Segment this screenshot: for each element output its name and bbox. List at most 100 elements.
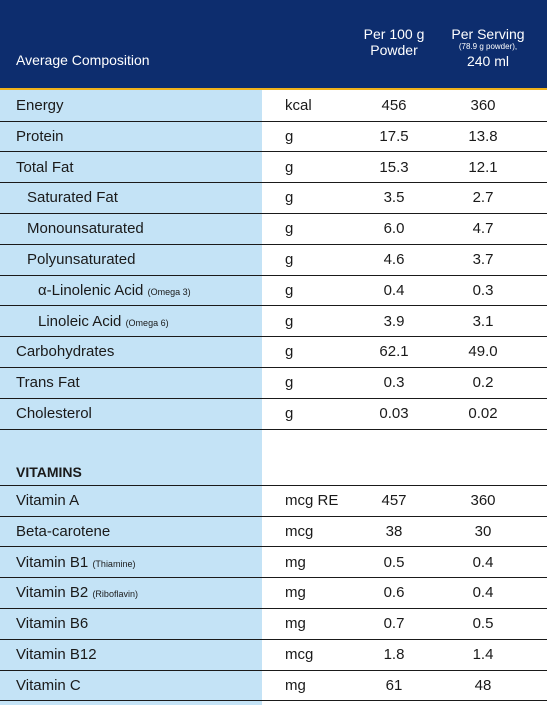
- row-unit: g: [285, 374, 294, 392]
- row-name-main: Cholesterol: [16, 405, 92, 422]
- row-name-main: Monounsaturated: [27, 220, 144, 238]
- vitamins-divider: [0, 485, 547, 486]
- row-value-per-serving: 48: [474, 676, 492, 694]
- row-name: Linoleic Acid (Omega 6): [38, 313, 169, 330]
- row-value-per-100g: 0.7: [383, 615, 405, 633]
- row-name-main: Vitamin C: [16, 676, 81, 694]
- row-name: Vitamin B1 (Thiamine): [16, 554, 135, 571]
- row-name-main: Carbohydrates: [16, 343, 115, 361]
- row-value-per-serving: 0.5: [472, 615, 494, 633]
- row-name-sub: (Thiamine): [92, 558, 136, 569]
- table-row: Saturated Fat g 3.5 2.7: [0, 183, 547, 214]
- table-row: Protein g 17.5 13.8: [0, 122, 547, 153]
- row-unit: g: [285, 158, 294, 176]
- row-name: Energy: [16, 97, 64, 114]
- row-value-per-100g: 15.3: [379, 158, 409, 176]
- table-row: Polyunsaturated g 4.6 3.7: [0, 245, 547, 276]
- row-name: Vitamin B12: [16, 646, 97, 663]
- table-header: Average Composition Per 100 g Powder Per…: [0, 0, 547, 90]
- row-value-per-100g: 0.3: [383, 374, 405, 392]
- row-name: Trans Fat: [16, 374, 80, 391]
- row-name-sub: (Riboflavin): [92, 589, 138, 600]
- row-name-main: Beta-carotene: [16, 522, 111, 540]
- header-col1-line1: Per 100 g: [363, 26, 425, 42]
- row-name-main: α-Linolenic Acid: [38, 281, 148, 299]
- table-row: Monounsaturated g 6.0 4.7: [0, 214, 547, 245]
- row-name: Vitamin B6: [16, 615, 88, 632]
- row-unit: g: [285, 281, 294, 299]
- row-value-per-100g: 0.5: [383, 553, 405, 571]
- row-unit: g: [285, 312, 294, 330]
- row-name: Saturated Fat: [27, 189, 118, 206]
- header-col2-line1: Per Serving: [451, 26, 525, 42]
- row-name: Polyunsaturated: [27, 251, 135, 268]
- row-name-sub: (Omega 3): [147, 286, 191, 297]
- row-unit: mcg: [285, 646, 314, 663]
- row-name-main: Vitamin B1: [16, 553, 93, 571]
- row-value-per-100g: 457: [381, 492, 407, 509]
- row-name-main: Total Fat: [16, 158, 74, 176]
- table-row: Energy kcal 456 360: [0, 91, 547, 122]
- row-value-per-serving: 3.1: [472, 312, 494, 330]
- row-name: Beta-carotene: [16, 523, 110, 540]
- row-value-per-serving: 360: [470, 492, 496, 509]
- table-row: Vitamin C mg 61 48: [0, 671, 547, 702]
- row-value-per-100g: 1.8: [383, 646, 405, 663]
- table-row: Cholesterol g 0.03 0.02: [0, 399, 547, 430]
- row-value-per-serving: 3.7: [472, 251, 494, 268]
- row-name: Protein: [16, 128, 64, 145]
- header-col2-line3: 240 ml: [466, 53, 510, 69]
- table-row: Total Fat g 15.3 12.1: [0, 153, 547, 184]
- row-value-per-serving: 12.1: [468, 158, 498, 176]
- row-unit: g: [285, 220, 294, 238]
- label-column-background: [0, 90, 262, 705]
- row-unit: mcg RE: [285, 492, 339, 509]
- row-name: α-Linolenic Acid (Omega 3): [38, 282, 191, 299]
- table-row: Vitamin B12 mcg 1.8 1.4: [0, 640, 547, 671]
- row-unit: g: [285, 127, 294, 145]
- row-value-per-serving: 360: [470, 97, 496, 114]
- row-value-per-100g: 3.9: [383, 312, 405, 330]
- row-value-per-100g: 4.6: [383, 251, 405, 268]
- row-value-per-serving: 0.4: [472, 553, 494, 571]
- table-row: Linoleic Acid (Omega 6) g 3.9 3.1: [0, 307, 547, 338]
- row-value-per-serving: 49.0: [468, 343, 498, 361]
- row-name-main: Saturated Fat: [27, 189, 118, 207]
- header-col-per-100g: Per 100 g Powder: [355, 26, 433, 58]
- row-unit: g: [285, 343, 294, 361]
- row-name: Vitamin C: [16, 677, 81, 694]
- row-name-main: Linoleic Acid: [38, 312, 126, 330]
- table-row: Vitamin B1 (Thiamine) mg 0.5 0.4: [0, 548, 547, 579]
- header-col1-line2: Powder: [370, 42, 418, 58]
- row-value-per-100g: 456: [381, 97, 407, 114]
- row-value-per-100g: 0.4: [383, 281, 405, 299]
- table-row: α-Linolenic Acid (Omega 3) g 0.4 0.3: [0, 276, 547, 307]
- row-unit: mg: [285, 553, 306, 571]
- row-name-main: Vitamin B6: [16, 615, 89, 633]
- row-name: Vitamin B2 (Riboflavin): [16, 584, 138, 601]
- vitamins-heading: VITAMINS: [16, 464, 82, 480]
- row-name-main: Protein: [16, 127, 64, 145]
- row-name: Carbohydrates: [16, 343, 114, 360]
- row-value-per-serving: 2.7: [472, 189, 494, 207]
- row-value-per-100g: 38: [385, 522, 403, 540]
- row-name-main: Trans Fat: [16, 374, 80, 392]
- row-unit: g: [285, 189, 294, 207]
- table-row: Carbohydrates g 62.1 49.0: [0, 337, 547, 368]
- row-name: Total Fat: [16, 159, 74, 176]
- row-value-per-serving: 0.3: [472, 281, 494, 299]
- row-name-main: Energy: [16, 97, 64, 114]
- header-col2-small: (78.9 g powder),: [458, 42, 518, 51]
- header-label: Average Composition: [16, 52, 150, 68]
- table-row: Vitamin B2 (Riboflavin) mg 0.6 0.4: [0, 578, 547, 609]
- row-unit: g: [285, 251, 294, 268]
- row-value-per-100g: 17.5: [379, 127, 409, 145]
- table-row: Vitamin A mcg RE 457 360: [0, 486, 547, 517]
- row-unit: mg: [285, 615, 306, 633]
- row-value-per-100g: 61: [385, 676, 403, 694]
- table-row: Vitamin B6 mg 0.7 0.5: [0, 609, 547, 640]
- row-value-per-100g: 62.1: [379, 343, 409, 361]
- row-value-per-serving: 0.02: [468, 405, 498, 422]
- row-value-per-100g: 0.03: [379, 405, 409, 422]
